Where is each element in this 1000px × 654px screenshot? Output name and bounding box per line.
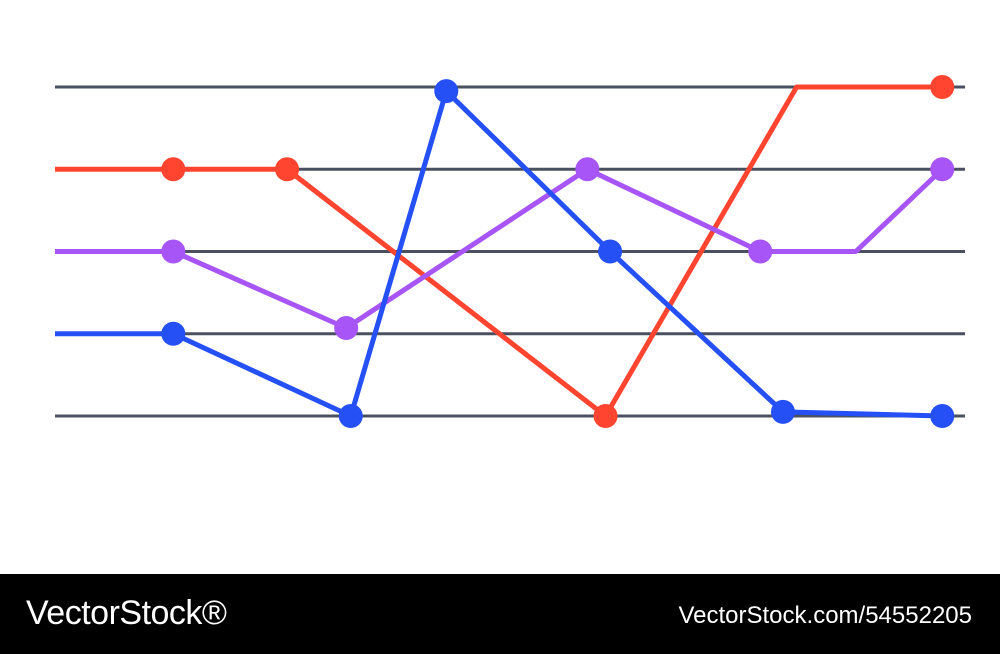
series-3-point-1 <box>161 321 186 346</box>
series-markers <box>161 75 955 428</box>
series-2-point-3 <box>575 157 600 182</box>
series-2-point-1 <box>161 239 186 264</box>
series-2-point-4 <box>748 239 773 264</box>
series-1-point-4 <box>930 75 955 99</box>
stock-id-text: VectorStock.com/54552205 <box>678 602 972 629</box>
watermark-footer: VectorStock® VectorStock.com/54552205 <box>0 574 1000 654</box>
series-3-point-6 <box>930 404 955 428</box>
series-1-point-3 <box>593 404 618 428</box>
series-line-1 <box>55 84 943 419</box>
series-2-point-2 <box>334 315 359 340</box>
series-2-point-5 <box>930 157 955 182</box>
series-3-point-5 <box>771 399 795 424</box>
series-1-point-1 <box>161 157 186 182</box>
series-3-point-2 <box>338 404 363 428</box>
series-line-2 <box>55 166 944 331</box>
vectorstock-logo: VectorStock® <box>26 594 227 632</box>
bump-chart <box>55 75 965 428</box>
series-1-point-2 <box>275 157 300 182</box>
series-3-point-3 <box>434 79 459 104</box>
series-3-point-4 <box>598 239 623 264</box>
